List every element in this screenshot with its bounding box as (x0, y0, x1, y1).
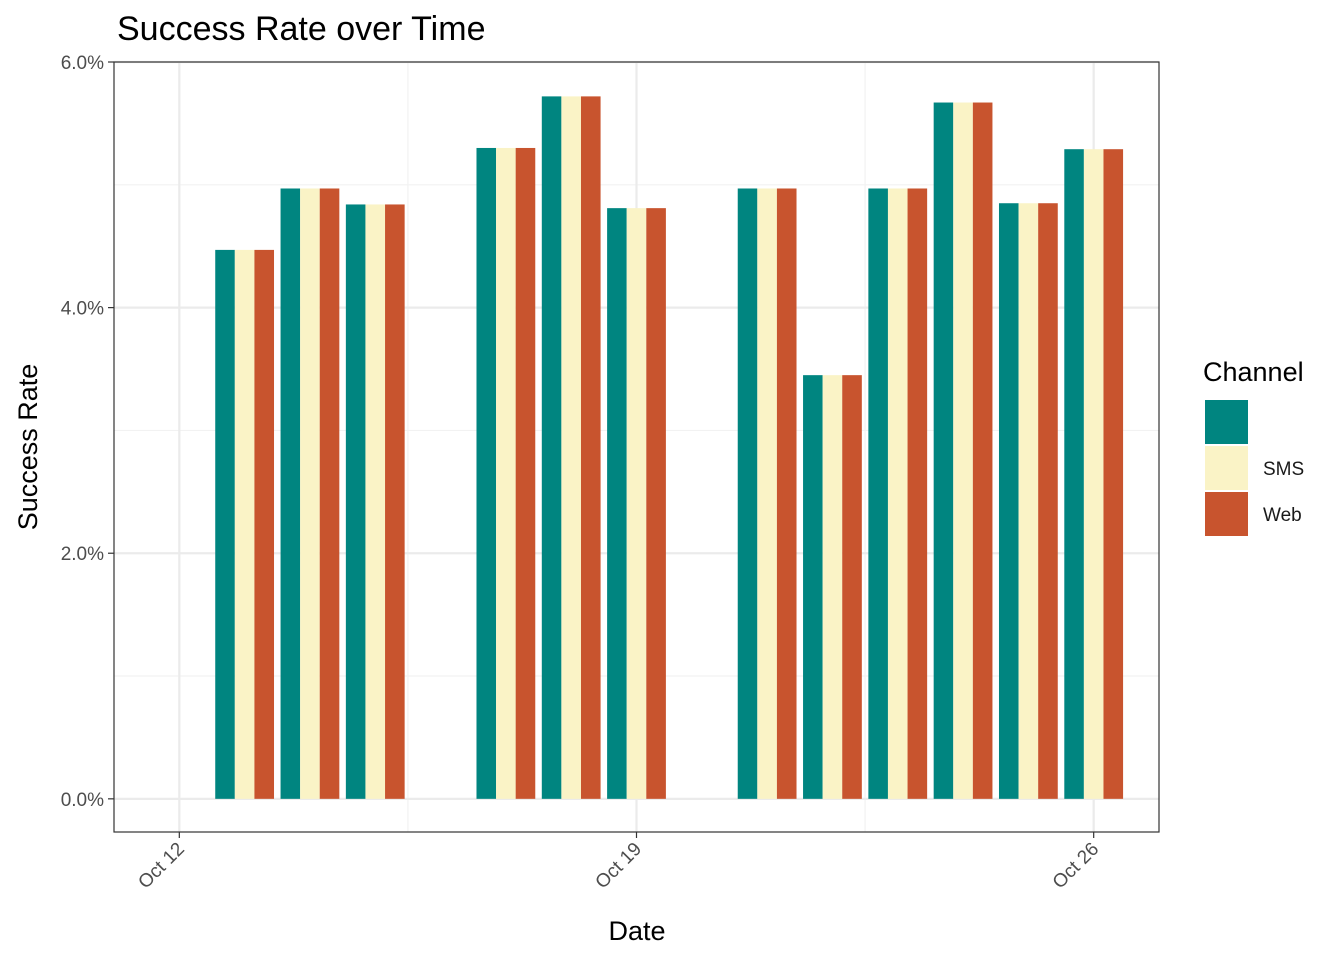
bar (803, 375, 823, 799)
bar (842, 375, 862, 799)
x-axis-title: Date (608, 916, 665, 946)
y-tick-label: 4.0% (61, 299, 104, 320)
bar (365, 204, 386, 799)
bar (496, 147, 516, 799)
legend-key (1205, 492, 1248, 536)
y-axis-title: Success Rate (13, 364, 43, 531)
bar (1103, 149, 1124, 799)
bar (254, 249, 275, 799)
y-tick-label: 6.0% (61, 53, 104, 74)
bar (626, 208, 647, 799)
x-tick-label: Oct 26 (1049, 839, 1103, 893)
bar (1018, 203, 1039, 799)
bar (737, 188, 758, 799)
legend-key (1205, 446, 1248, 490)
bar (345, 204, 366, 799)
bar (757, 188, 777, 799)
bar (580, 96, 601, 799)
bar (319, 188, 340, 799)
y-axis: 0.0% 2.0% 4.0% 6.0% (61, 53, 114, 811)
bar (234, 249, 255, 799)
bar (215, 249, 235, 799)
legend-title: Channel (1203, 357, 1304, 387)
bar (385, 204, 405, 799)
bar (280, 188, 301, 799)
x-tick-label: Oct 12 (134, 839, 188, 893)
bar (1038, 203, 1058, 799)
bars (215, 96, 1124, 799)
legend: Channel SMS Web (1203, 357, 1304, 536)
bar (300, 188, 320, 799)
bar (476, 147, 497, 799)
bar (907, 188, 928, 799)
bar (541, 96, 562, 799)
legend-label: Web (1263, 505, 1302, 526)
chart-title: Success Rate over Time (117, 10, 485, 48)
bar (933, 102, 954, 799)
bar (515, 147, 536, 799)
bar (561, 96, 581, 799)
bar (607, 208, 627, 799)
bar (953, 102, 973, 799)
bar (972, 102, 993, 799)
x-axis: Oct 12 Oct 19 Oct 26 (134, 832, 1103, 893)
bar (1064, 149, 1084, 799)
bar (822, 375, 843, 799)
bar (1083, 149, 1104, 799)
y-tick-label: 0.0% (61, 790, 104, 811)
bar (776, 188, 797, 799)
y-tick-label: 2.0% (61, 544, 104, 565)
legend-key (1205, 400, 1248, 444)
x-tick-label: Oct 19 (592, 839, 646, 893)
bar (887, 188, 908, 799)
bar (868, 188, 888, 799)
bar (998, 203, 1019, 799)
legend-label: SMS (1263, 459, 1304, 480)
bar (646, 208, 666, 799)
